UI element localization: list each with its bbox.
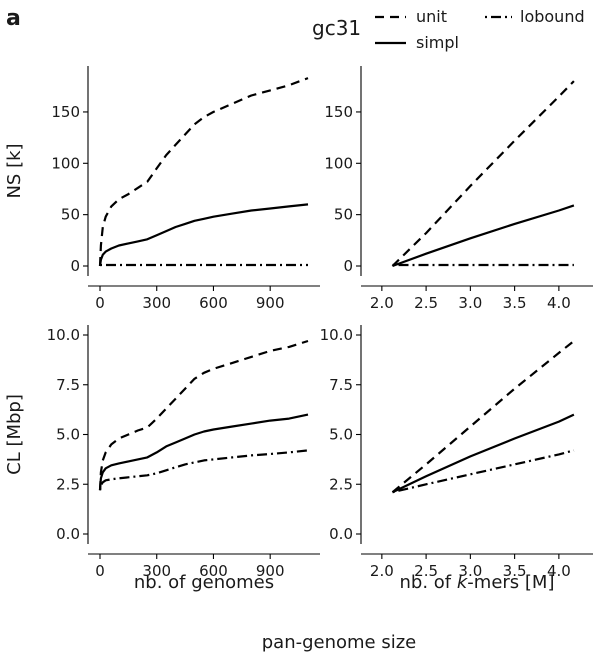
series-line-simpl — [98, 203, 309, 267]
series-line-simpl — [392, 204, 575, 268]
x-tick-label: 900 — [256, 294, 285, 312]
x-axis-label: nb. of genomes — [134, 572, 274, 593]
y-tick-label: 7.5 — [56, 376, 80, 394]
x-tick-label: 2.5 — [414, 562, 438, 580]
y-tick-label: 100 — [51, 154, 80, 172]
legend-label-lobound: lobound — [520, 7, 585, 26]
y-tick-label: 7.5 — [329, 376, 353, 394]
y-tick-label: 5.0 — [56, 426, 80, 444]
y-tick-label: 50 — [61, 206, 80, 224]
y-tick-label: 10.0 — [320, 326, 353, 344]
legend-title: gc31 — [312, 16, 361, 40]
y-tick-label: 0 — [70, 257, 80, 275]
series-line-simpl — [392, 413, 575, 494]
legend-label-unit: unit — [416, 7, 447, 26]
y-tick-label: 50 — [334, 206, 353, 224]
y-tick-label: 100 — [324, 154, 353, 172]
series-line-unit — [391, 340, 575, 494]
y-tick-label: 0.0 — [329, 525, 353, 543]
x-tick-label: 2.5 — [414, 294, 438, 312]
chart-panels: 0 50 100 150 0 300 600 900 NS [k] 0 50 100 150 2.0 2.5… — [4, 66, 593, 593]
series-line-unit — [391, 80, 575, 267]
y-tick-label: 10.0 — [47, 326, 80, 344]
series-line-unit — [98, 339, 309, 491]
chart-top-right: 0 50 100 150 2.0 2.5 3.0 3.5 4.0 — [324, 66, 593, 312]
x-tick-label: 4.0 — [547, 294, 571, 312]
y-axis-label: NS [k] — [4, 143, 25, 198]
y-tick-label: 150 — [51, 103, 80, 121]
y-axis-label: CL [Mbp] — [4, 394, 25, 475]
y-tick-label: 5.0 — [329, 426, 353, 444]
y-tick-label: 0.0 — [56, 525, 80, 543]
legend-label-simpl: simpl — [416, 33, 459, 52]
x-tick-label: 300 — [142, 562, 171, 580]
panel-label: a — [6, 6, 21, 31]
chart-bottom-left: 0.0 2.5 5.0 7.5 10.0 0 300 600 900 CL [Mbp] nb. of… — [4, 325, 320, 593]
x-tick-label: 300 — [142, 294, 171, 312]
x-tick-label: 900 — [256, 562, 285, 580]
x-tick-label: 2.0 — [370, 294, 394, 312]
x-tick-label: 3.0 — [458, 294, 482, 312]
x-tick-label: 3.5 — [503, 562, 527, 580]
legend: unit lobound simpl — [375, 7, 585, 52]
x-tick-label: 0 — [95, 562, 105, 580]
series-line-lobound — [392, 449, 575, 494]
y-tick-label: 2.5 — [56, 475, 80, 493]
series-line-lobound — [98, 449, 309, 491]
y-tick-label: 2.5 — [329, 475, 353, 493]
chart-top-left: 0 50 100 150 0 300 600 900 NS [k] — [4, 66, 320, 312]
series-line-unit — [98, 77, 309, 267]
y-tick-label: 150 — [324, 103, 353, 121]
x-axis-label: nb. of k-mers [M] — [400, 572, 555, 593]
x-tick-label: 2.0 — [370, 562, 394, 580]
x-tick-label: 3.0 — [458, 562, 482, 580]
x-tick-label: 3.5 — [503, 294, 527, 312]
y-tick-label: 0 — [343, 257, 353, 275]
x-tick-label: 600 — [199, 562, 228, 580]
chart-bottom-right: 0.0 2.5 5.0 7.5 10.0 2.0 2.5 3.0 3.5 4.0nb. of k-… — [320, 325, 593, 593]
x-tick-label: 600 — [199, 294, 228, 312]
global-x-label: pan-genome size — [262, 632, 417, 653]
series-line-simpl — [98, 413, 309, 491]
x-tick-label: 0 — [95, 294, 105, 312]
x-tick-label: 4.0 — [547, 562, 571, 580]
